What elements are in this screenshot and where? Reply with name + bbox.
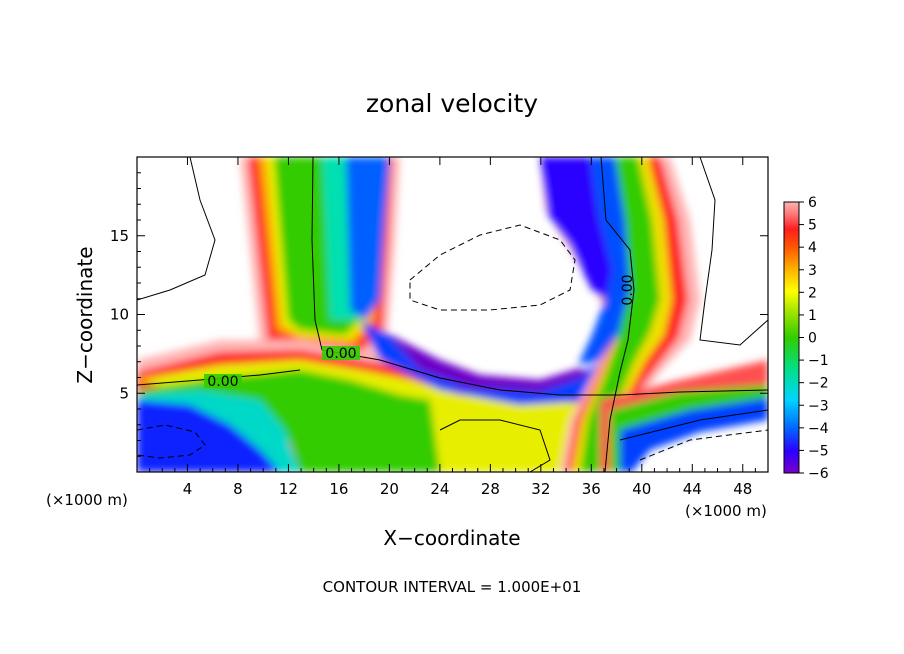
- x-axis-label: X−coordinate: [383, 526, 520, 550]
- y-axis-ticks: 5 10 15: [110, 172, 768, 457]
- y-axis-label: Z−coordinate: [73, 246, 97, 383]
- colorbar-tick-label: −6: [808, 466, 829, 482]
- field-left-jet-blue: [346, 157, 390, 320]
- colorbar-tick-label: 3: [808, 263, 817, 279]
- y-tick-label: 15: [110, 227, 129, 245]
- contour-lower-right: [619, 409, 768, 441]
- field-right-lower-blue: [620, 398, 768, 472]
- colorbar-tick-label: 1: [808, 308, 817, 324]
- contour-zero-right-jet: [600, 157, 635, 472]
- contour-upper-left: [137, 157, 216, 301]
- x-tick-label: 12: [279, 480, 298, 498]
- colorbar-tick-label: −4: [808, 421, 829, 437]
- field-lowerleft-blue: [137, 400, 280, 472]
- chart-title: zonal velocity: [366, 89, 538, 118]
- x-axis-ticks: 4 8 12 16 20 24 28 32 36 40 44 48: [149, 157, 756, 498]
- contour-dashed-upper: [409, 224, 576, 311]
- field-center-arm-purple: [385, 332, 590, 392]
- colorbar-tick-label: −5: [808, 443, 829, 459]
- contour-zero-left-jet: [311, 157, 768, 396]
- contour-label-1: 0.00: [325, 346, 356, 362]
- x-tick-label: 16: [329, 480, 348, 498]
- x-tick-label: 8: [233, 480, 243, 498]
- x-tick-label: 44: [683, 480, 702, 498]
- x-tick-label: 48: [733, 480, 752, 498]
- contour-dashed-lower-right: [639, 429, 768, 461]
- contour-dashed-lower-left: [137, 424, 206, 459]
- colorbar-tick-label: −2: [808, 376, 829, 392]
- colorbar-tick-label: −3: [808, 398, 829, 414]
- colorbar-tick-label: 5: [808, 218, 817, 234]
- contour-upper-right: [699, 157, 768, 346]
- x-tick-label: 28: [481, 480, 500, 498]
- y-tick-label: 10: [110, 306, 129, 324]
- contour-label-2-bg: [204, 374, 242, 388]
- x-unit-label-right: (×1000 m): [685, 502, 767, 520]
- colorbar-tick-label: 6: [808, 195, 817, 211]
- contour-label-2: 0.00: [207, 374, 238, 390]
- colorbar-ticks: 6 5 4 3 2 1 0 −1 −2 −3 −4 −5 −6: [799, 195, 829, 482]
- contour-lower-mid: [439, 419, 551, 472]
- x-tick-label: 36: [582, 480, 601, 498]
- x-tick-label: 40: [632, 480, 651, 498]
- colorbar-tick-label: −1: [808, 353, 829, 369]
- contour-labels: 0.00 0.00 0.00: [204, 274, 636, 390]
- y-tick-label: 5: [119, 384, 129, 402]
- x-tick-label: 4: [183, 480, 193, 498]
- contour-label-1-bg: [322, 346, 360, 360]
- contour-interval-footer: CONTOUR INTERVAL = 1.000E+01: [323, 578, 582, 596]
- colorbar: [783, 201, 800, 474]
- x-tick-label: 24: [430, 480, 449, 498]
- x-tick-label: 32: [531, 480, 550, 498]
- field-right-jet-purple: [540, 157, 612, 300]
- colorbar-tick-label: 4: [808, 240, 817, 256]
- x-unit-label-left: (×1000 m): [46, 491, 128, 509]
- velocity-field: [137, 157, 768, 472]
- colorbar-tick-label: 2: [808, 285, 817, 301]
- contour-lines: [137, 157, 768, 472]
- x-tick-label: 20: [380, 480, 399, 498]
- colorbar-tick-label: 0: [808, 331, 817, 347]
- contour-label-3: 0.00: [620, 274, 636, 305]
